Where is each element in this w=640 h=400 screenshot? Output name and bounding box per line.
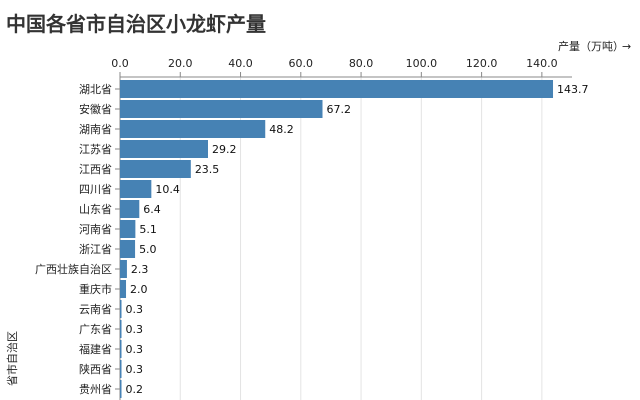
category-label: 云南省 [79,303,112,316]
x-tick-label: 20.0 [168,57,193,70]
category-label: 陕西省 [79,362,112,376]
x-tick-label: 80.0 [349,57,374,70]
bar [120,80,554,98]
bar [120,380,122,398]
category-label: 重庆市 [79,282,112,296]
category-label: 浙江省 [79,243,112,256]
data-label: 10.4 [155,183,180,196]
data-label: 0.3 [126,323,144,336]
category-label: 湖北省 [79,83,112,96]
bar [120,240,136,258]
data-label: 2.3 [131,263,149,276]
bar [120,100,323,118]
data-label: 0.3 [126,303,144,316]
data-label: 5.0 [139,243,157,256]
x-tick-label: 60.0 [289,57,314,70]
data-label: 0.2 [126,383,144,396]
bar [120,320,122,338]
category-label: 贵州省 [79,383,112,396]
y-axis-title: 省市自治区 [5,331,19,386]
data-label: 67.2 [326,103,351,116]
bar [120,180,152,198]
data-label: 5.1 [139,223,157,236]
x-tick-label: 140.0 [526,57,558,70]
bar [120,360,122,378]
category-label: 四川省 [79,183,112,196]
data-label: 143.7 [557,83,589,96]
x-tick-label: 0.0 [111,57,129,70]
category-label: 江苏省 [79,143,112,156]
x-tick-label: 120.0 [466,57,498,70]
x-axis-arrow: → [622,40,631,53]
data-label: 48.2 [269,123,294,136]
x-axis-title: 产量（万吨） [558,39,624,53]
category-label: 广东省 [79,323,112,336]
category-label: 福建省 [79,342,112,356]
data-label: 2.0 [130,283,148,296]
category-label: 安徽省 [79,102,112,116]
bar [120,200,140,218]
category-label: 湖南省 [79,123,112,136]
data-label: 6.4 [143,203,161,216]
x-tick-label: 40.0 [228,57,253,70]
bar [120,280,127,298]
data-label: 23.5 [195,163,220,176]
category-label: 江西省 [79,163,112,176]
data-label: 0.3 [126,363,144,376]
bar [120,140,208,158]
data-label: 29.2 [212,143,237,156]
bar [120,220,136,238]
bar [120,340,122,358]
x-tick-label: 100.0 [406,57,438,70]
bar [120,120,266,138]
category-label: 广西壮族自治区 [35,262,112,276]
category-label: 河南省 [79,223,112,236]
category-label: 山东省 [79,203,112,216]
bar [120,300,122,318]
bar [120,260,127,278]
bar [120,160,191,178]
data-label: 0.3 [126,343,144,356]
chart-title: 中国各省市自治区小龙虾产量 [6,12,266,36]
